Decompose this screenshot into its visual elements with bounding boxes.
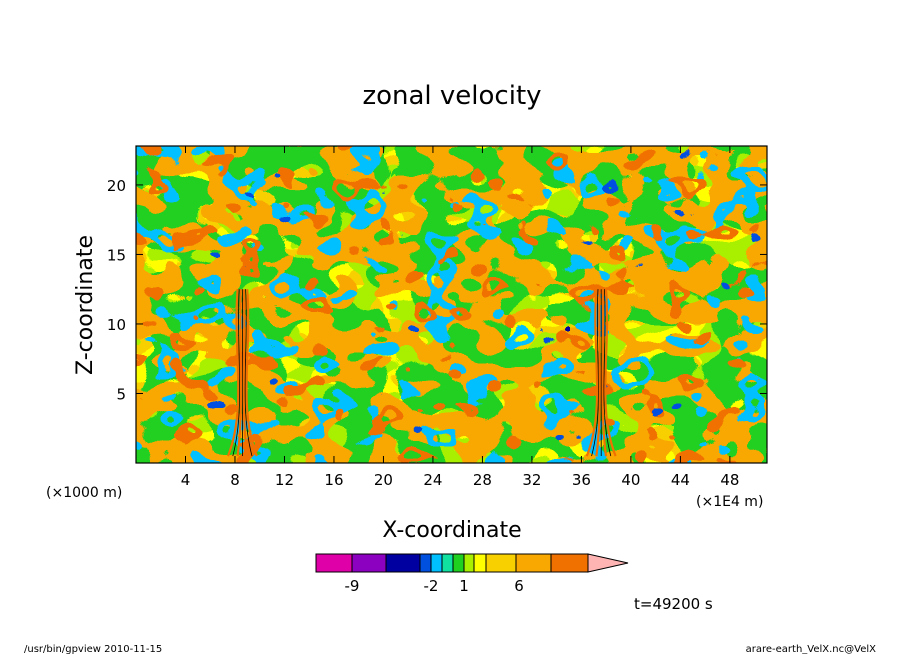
y-axis-label: Z-coordinate xyxy=(73,235,98,375)
footer-left: /usr/bin/gpview 2010-11-15 xyxy=(24,644,162,654)
x-tick-label: 24 xyxy=(423,471,442,489)
colorbar-swatch xyxy=(452,553,465,573)
field-band-7 xyxy=(136,146,767,463)
colorbar-swatch xyxy=(550,553,589,573)
x-axis-label: X-coordinate xyxy=(382,518,521,543)
plot-frame xyxy=(135,145,768,464)
colorbar-swatch xyxy=(485,553,517,573)
x-tick-label: 48 xyxy=(720,471,739,489)
velocity-field xyxy=(136,146,767,463)
x-unit-left: (×1000 m) xyxy=(46,485,122,501)
x-tick-label: 16 xyxy=(324,471,343,489)
colorbar-swatch xyxy=(463,553,475,573)
colorbar-swatch xyxy=(315,553,353,573)
y-tick-label: 20 xyxy=(107,177,126,195)
colorbar-swatch xyxy=(419,553,432,573)
x-tick-label: 8 xyxy=(230,471,240,489)
y-tick-label: 5 xyxy=(116,385,126,403)
colorbar-swatch xyxy=(351,553,387,573)
colorbar-tick-labels: -9 -2 1 6 xyxy=(345,577,524,595)
colorbar-tick-label: -2 xyxy=(424,577,439,595)
wave-streak-1 xyxy=(585,289,617,457)
chart-title: zonal velocity xyxy=(362,81,541,111)
x-tick-label: 4 xyxy=(181,471,191,489)
colorbar-arrow xyxy=(587,553,629,573)
x-axis-ticks: 4 8 12 16 20 24 28 32 36 40 44 48 xyxy=(181,146,739,489)
x-tick-label: 12 xyxy=(275,471,294,489)
colorbar-swatch xyxy=(515,553,552,573)
y-axis-ticks: 5 10 15 20 xyxy=(107,177,767,403)
colorbar-swatch xyxy=(473,553,487,573)
y-tick-label: 15 xyxy=(107,246,126,264)
colorbar-swatch xyxy=(441,553,454,573)
colorbar-tick-label: 6 xyxy=(514,577,524,595)
wave-streak-0 xyxy=(226,289,258,457)
x-tick-label: 40 xyxy=(621,471,640,489)
x-tick-label: 28 xyxy=(473,471,492,489)
colorbar-tick-label: -9 xyxy=(345,577,360,595)
colorbar xyxy=(315,553,629,573)
x-unit-right: (×1E4 m) xyxy=(696,494,763,510)
colorbar-swatch xyxy=(385,553,421,573)
y-tick-label: 10 xyxy=(107,316,126,334)
colorbar-swatch xyxy=(430,553,443,573)
x-tick-label: 36 xyxy=(572,471,591,489)
x-tick-label: 32 xyxy=(522,471,541,489)
x-tick-label: 20 xyxy=(374,471,393,489)
colorbar-tick-label: 1 xyxy=(459,577,469,595)
footer-right: arare-earth_VelX.nc@VelX xyxy=(746,644,877,654)
x-tick-label: 44 xyxy=(671,471,690,489)
time-label: t=49200 s xyxy=(634,595,713,613)
